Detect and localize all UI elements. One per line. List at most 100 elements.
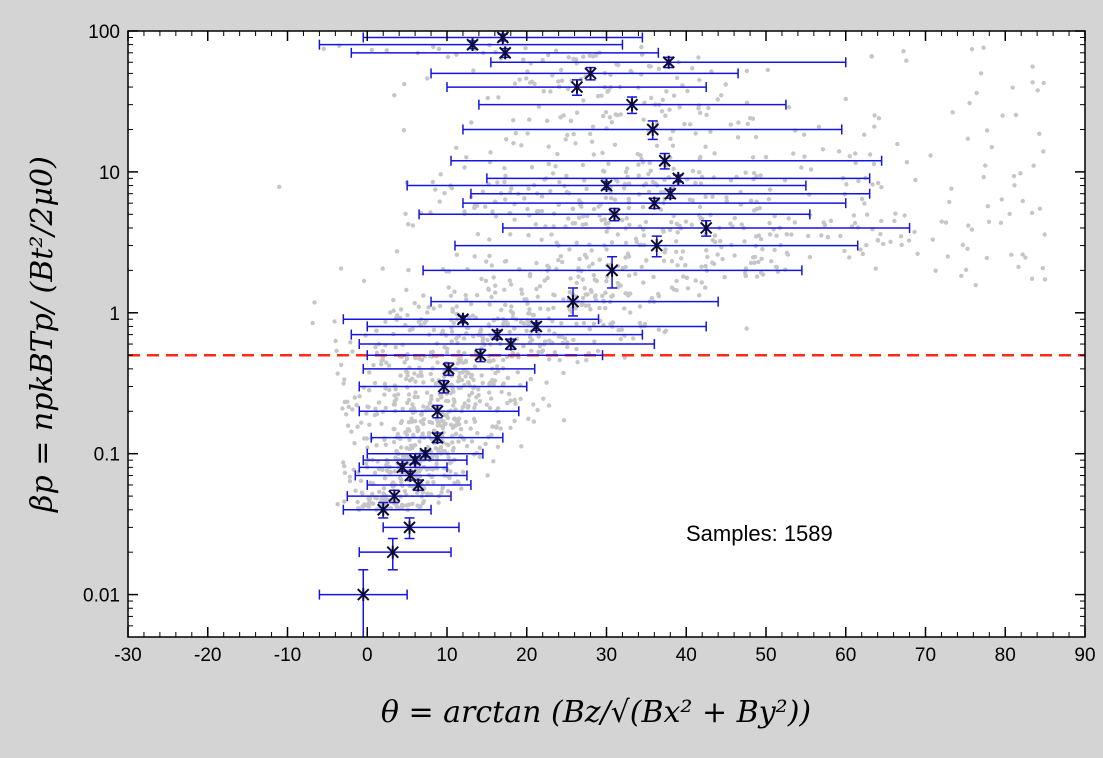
scatter-point [985,204,990,209]
scatter-point [495,180,500,185]
scatter-point [649,95,654,101]
scatter-point [574,240,579,245]
scatter-point [332,319,337,324]
scatter-point [490,424,495,429]
scatter-point [878,232,883,237]
scatter-point [384,360,389,365]
scatter-point [374,411,380,417]
scatter-point [582,178,587,183]
scatter-point [1013,112,1019,118]
scatter-point [534,286,539,292]
scatter-point [685,286,691,291]
scatter-point [641,233,647,238]
scatter-point [489,432,494,437]
binned-point-35 [318,38,624,52]
scatter-point [646,171,651,177]
scatter-point [677,105,682,110]
scatter-point [1010,85,1015,90]
scatter-point [609,196,614,201]
scatter-point [511,118,516,123]
scatter-point [667,107,672,112]
binned-point-36 [362,30,644,44]
scatter-point [604,247,609,252]
scatter-point [748,260,754,266]
scatter-point [508,425,513,430]
scatter-point [338,362,344,368]
scatter-point [626,181,632,186]
x-tick-label: -10 [274,645,301,666]
scatter-point [1018,171,1023,176]
scatter-point [984,128,990,133]
scatter-point [588,131,593,137]
scatter-point [448,293,454,298]
scatter-point [1029,210,1035,216]
scatter-point [398,373,403,378]
scatter-point [1037,206,1043,211]
scatter-point [412,300,417,306]
scatter-point [502,287,507,292]
scatter-point [792,220,797,225]
scatter-point [904,160,910,165]
scatter-point [410,223,415,228]
scatter-point [427,419,432,425]
scatter-point [660,97,665,103]
scatter-point [772,214,777,219]
scatter-point [527,271,533,277]
scatter-point [406,502,411,507]
scatter-point [407,437,412,442]
scatter-point [1030,64,1035,69]
scatter-point [706,105,711,111]
scatter-point [364,411,369,416]
scatter-point [609,240,615,245]
y-tick-label: 10 [99,163,120,184]
scatter-point [626,196,631,202]
scatter-point [367,496,373,501]
scatter-point [392,469,398,474]
scatter-point [592,277,597,282]
scatter-point [382,381,388,387]
scatter-point [335,502,340,507]
scatter-point [403,211,408,216]
scatter-point [786,216,791,221]
scatter-point [456,379,461,384]
scatter-point [488,150,493,155]
scatter-point [709,69,714,74]
scatter-point [434,417,440,422]
scatter-point [341,460,346,465]
scatter-point [463,293,468,298]
scatter-point [960,242,965,248]
scatter-point [1020,252,1025,257]
scatter-point [1031,163,1036,168]
scatter-point [575,360,580,365]
scatter-point [494,364,500,369]
scatter-point [782,178,788,183]
scatter-point [606,220,611,226]
scatter-point [690,168,696,174]
scatter-point [705,254,710,260]
scatter-point [584,358,589,363]
scatter-point [483,441,488,447]
scatter-point [615,280,621,286]
scatter-point [458,427,464,432]
scatter-point [529,165,535,170]
scatter-point [947,199,952,205]
scatter-point [1041,80,1046,86]
axis-ticks: -30 -20 -10 0 10 20 30 40 50 60 70 80 90 0.01 0.1 1 10 10… [83,22,1096,666]
scatter-point [463,359,469,364]
scatter-point [628,310,633,315]
scatter-point [430,377,435,383]
scatter-point [647,160,652,166]
scatter-point [648,168,653,173]
scatter-point [999,197,1004,202]
binned-point-5 [366,478,472,492]
scatter-point [462,165,467,170]
scatter-point [728,178,734,183]
scatter-point [685,88,690,94]
binned-point-9 [366,447,484,461]
scatter-point [597,305,602,311]
scatter-point [459,377,465,383]
scatter-point [683,263,688,268]
scatter-point [488,359,493,364]
scatter-point [599,93,604,98]
scatter-point [851,213,857,218]
